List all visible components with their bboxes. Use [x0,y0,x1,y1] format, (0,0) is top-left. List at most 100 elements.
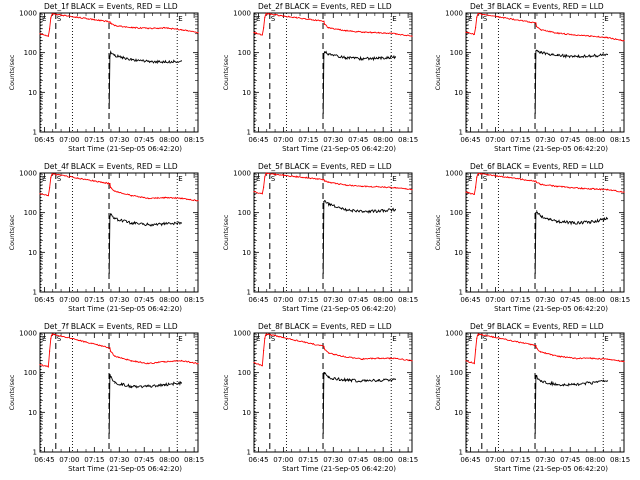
data-point [378,186,380,188]
data-point [253,31,255,34]
x-tick-label: 07:00 [59,296,79,304]
y-tick-label: 1 [459,289,463,297]
data-point [465,31,467,33]
x-tick-label: 08:15 [398,136,418,144]
data-point [344,184,347,186]
series-events [534,374,609,434]
y-tick-label: 1000 [445,10,463,18]
data-point [540,351,542,353]
data-point [535,212,537,214]
panel-det-5: Det_5f BLACK = Events, RED = LLD 1 10 100 10… [222,162,418,313]
series-line-events [534,374,608,434]
y-tick-label: 1000 [445,330,463,338]
data-point [623,40,625,42]
data-point [361,380,363,382]
data-point [606,380,609,382]
marker-label: E [392,15,396,23]
data-point [540,183,542,185]
data-point [164,223,166,225]
data-point [109,183,111,185]
data-point [606,218,609,220]
series-events [322,200,396,274]
panel-title: Det_4f BLACK = Events, RED = LLD [44,162,178,171]
marker-label: E [604,15,608,23]
x-tick-label: 07:15 [298,456,318,464]
data-point [109,55,111,58]
data-point [147,60,149,63]
data-point [394,357,396,359]
data-point [476,14,479,16]
y-tick-label: 1 [459,129,463,137]
data-point [573,55,575,58]
y-tick-label: 10 [454,89,463,97]
data-point [556,32,559,34]
axes-frame [465,12,625,133]
data-point [475,349,477,351]
data-point [180,382,182,384]
data-point [556,54,559,57]
data-point [261,34,263,36]
y-tick-label: 100 [238,369,251,377]
data-point [164,384,166,386]
data-point [147,197,149,199]
data-point [328,352,330,354]
data-point [476,337,478,339]
marker-label: E [604,175,608,183]
data-point [344,208,347,211]
series-line-events [108,374,182,434]
x-axis-label: Start Time (21-Sep-05 06:42:20) [282,465,396,473]
data-point [263,186,265,188]
data-point [535,22,537,24]
data-point [606,53,609,56]
data-point [180,60,182,62]
data-point [573,357,575,359]
y-tick-label: 1000 [19,330,37,338]
y-tick-label: 1000 [19,10,37,18]
data-point [361,31,363,33]
marker-label: E [42,175,46,183]
data-point [473,33,475,35]
x-tick-label: 07:00 [59,136,79,144]
data-point [261,365,263,367]
series-lld [253,172,413,195]
y-tick-label: 100 [450,209,463,217]
data-point [39,193,41,195]
y-tick-label: 1 [33,289,37,297]
y-tick-label: 1 [33,129,37,137]
data-point [465,191,467,193]
y-axis-label: Counts/sec [222,214,230,250]
marker-label: E [42,15,46,23]
series-line-events [108,212,182,274]
panel-title: Det_5f BLACK = Events, RED = LLD [258,162,392,171]
y-tick-label: 100 [238,209,251,217]
x-tick-label: 06:45 [248,296,268,304]
data-point [394,33,396,35]
data-point [465,360,467,362]
x-tick-label: 08:15 [184,136,204,144]
x-tick-label: 07:30 [109,296,129,304]
data-point [590,55,592,57]
panel-det-8: Det_8f BLACK = Events, RED = LLD 1 10 100 10… [222,322,418,473]
data-point [534,432,536,434]
data-point [536,375,538,378]
data-point [328,377,330,379]
x-tick-label: 07:30 [109,456,129,464]
data-point [590,35,592,37]
data-point [323,345,325,347]
data-point [473,193,475,195]
data-point [253,361,255,364]
data-point [130,222,133,224]
data-point [322,272,324,274]
data-point [261,193,263,195]
series-line-lld [39,172,199,202]
data-point [110,52,112,54]
data-point [477,13,479,15]
y-tick-label: 10 [242,409,251,417]
data-point [606,358,609,360]
series-events [534,49,609,114]
data-point [130,385,133,387]
series-events [322,50,396,114]
data-point [264,337,266,339]
series-line-lld [39,13,199,37]
data-point [535,181,538,183]
